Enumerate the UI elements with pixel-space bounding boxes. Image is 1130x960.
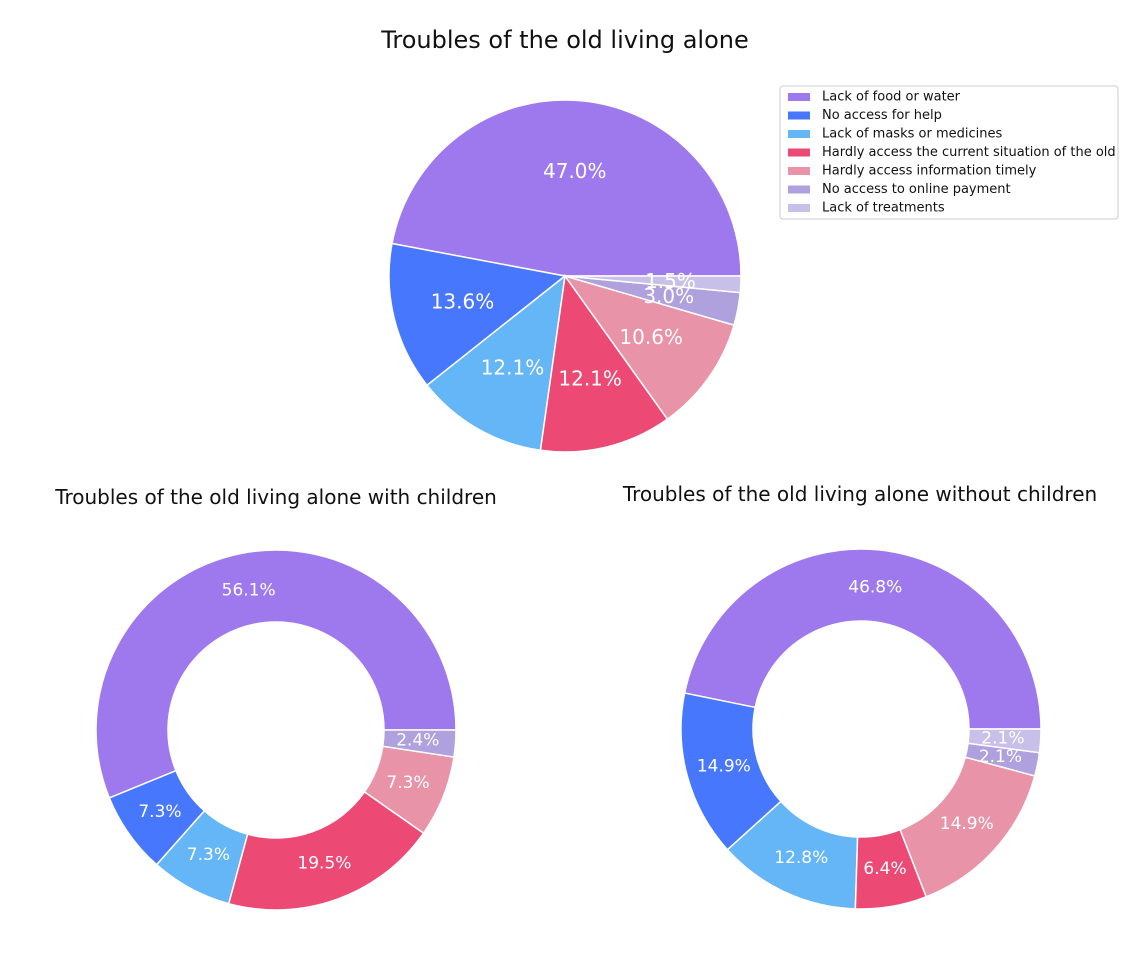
slice-value-label: 14.9% <box>697 757 751 777</box>
legend-swatch <box>788 167 810 175</box>
pie-slice <box>391 99 742 277</box>
without-children-donut-chart: 46.8% 14.9% 12.8% 6.4% 14.9% 2.1%2.1% <box>680 548 1042 910</box>
without-children-donut-title: Troubles of the old living alone without… <box>622 482 1097 506</box>
slice-value-label: 6.4% <box>863 859 906 879</box>
slice-value-label: 47.0% <box>543 159 607 183</box>
slice-value-label: 2.1% <box>979 747 1022 767</box>
slice-value-label: 46.8% <box>848 578 902 598</box>
with-children-donut-chart: 56.1% 7.3% 7.3% 19.5% 7.3% 2.4% <box>95 549 457 911</box>
legend-swatch <box>788 204 810 212</box>
legend-item: Lack of treatments <box>788 201 945 216</box>
pie-slice <box>539 274 669 453</box>
slice-value-label: 12.8% <box>774 848 828 868</box>
slice-value-label: 2.4% <box>396 731 439 751</box>
legend-item: Hardly access information timely <box>788 164 1037 179</box>
legend-frame <box>779 85 1119 220</box>
legend-swatch <box>788 93 810 101</box>
with-children-donut-title: Troubles of the old living alone with ch… <box>54 485 497 509</box>
slice-value-label: 7.3% <box>386 773 429 793</box>
pie-slice <box>95 549 457 799</box>
pie-slice <box>563 274 735 421</box>
pie-slice <box>388 242 567 387</box>
legend-label: Hardly access information timely <box>822 164 1037 179</box>
legend-label: No access for help <box>822 108 942 123</box>
slice-value-label: 19.5% <box>297 854 351 874</box>
slice-value-label: 12.1% <box>558 367 622 391</box>
legend-item: No access for help <box>788 108 942 123</box>
slice-value-label: 2.1% <box>981 728 1024 748</box>
legend-swatch <box>788 111 810 120</box>
legend-item: No access to online payment <box>788 182 1011 197</box>
legend-label: Hardly access the current situation of t… <box>822 145 1116 160</box>
slice-value-label: 3.0% <box>643 284 694 308</box>
legend-label: Lack of masks or medicines <box>822 127 1002 142</box>
legend-item: Hardly access the current situation of t… <box>788 145 1116 160</box>
legend-label: Lack of food or water <box>822 90 961 105</box>
legend-label: Lack of treatments <box>822 201 945 216</box>
pie-slice <box>381 729 457 758</box>
legend-swatch <box>788 148 810 157</box>
chart-legend: Lack of food or water No access for help… <box>779 85 1119 220</box>
slice-value-label: 13.6% <box>431 289 495 313</box>
slice-value-label: 7.3% <box>138 802 181 822</box>
legend-swatch <box>788 185 810 194</box>
pie-slice <box>564 275 742 294</box>
legend-item: Lack of masks or medicines <box>788 127 1002 142</box>
main-pie-chart: 47.0% 13.6% 12.1% 12.1% 10.6% 3.0%1.5% <box>388 99 742 453</box>
pie-slice <box>683 548 1042 730</box>
legend-item: Lack of food or water <box>788 90 961 105</box>
slice-value-label: 7.3% <box>187 845 230 865</box>
slice-value-label: 14.9% <box>940 814 994 834</box>
slice-value-label: 56.1% <box>222 580 276 600</box>
legend-label: No access to online payment <box>822 182 1011 197</box>
main-pie-title: Troubles of the old living alone <box>380 26 748 54</box>
slice-value-label: 10.6% <box>619 325 683 349</box>
slice-value-label: 1.5% <box>645 269 696 293</box>
legend-swatch <box>788 130 810 138</box>
slice-value-label: 12.1% <box>481 356 545 380</box>
pie-slice <box>967 728 1042 754</box>
pie-slice <box>425 274 567 452</box>
